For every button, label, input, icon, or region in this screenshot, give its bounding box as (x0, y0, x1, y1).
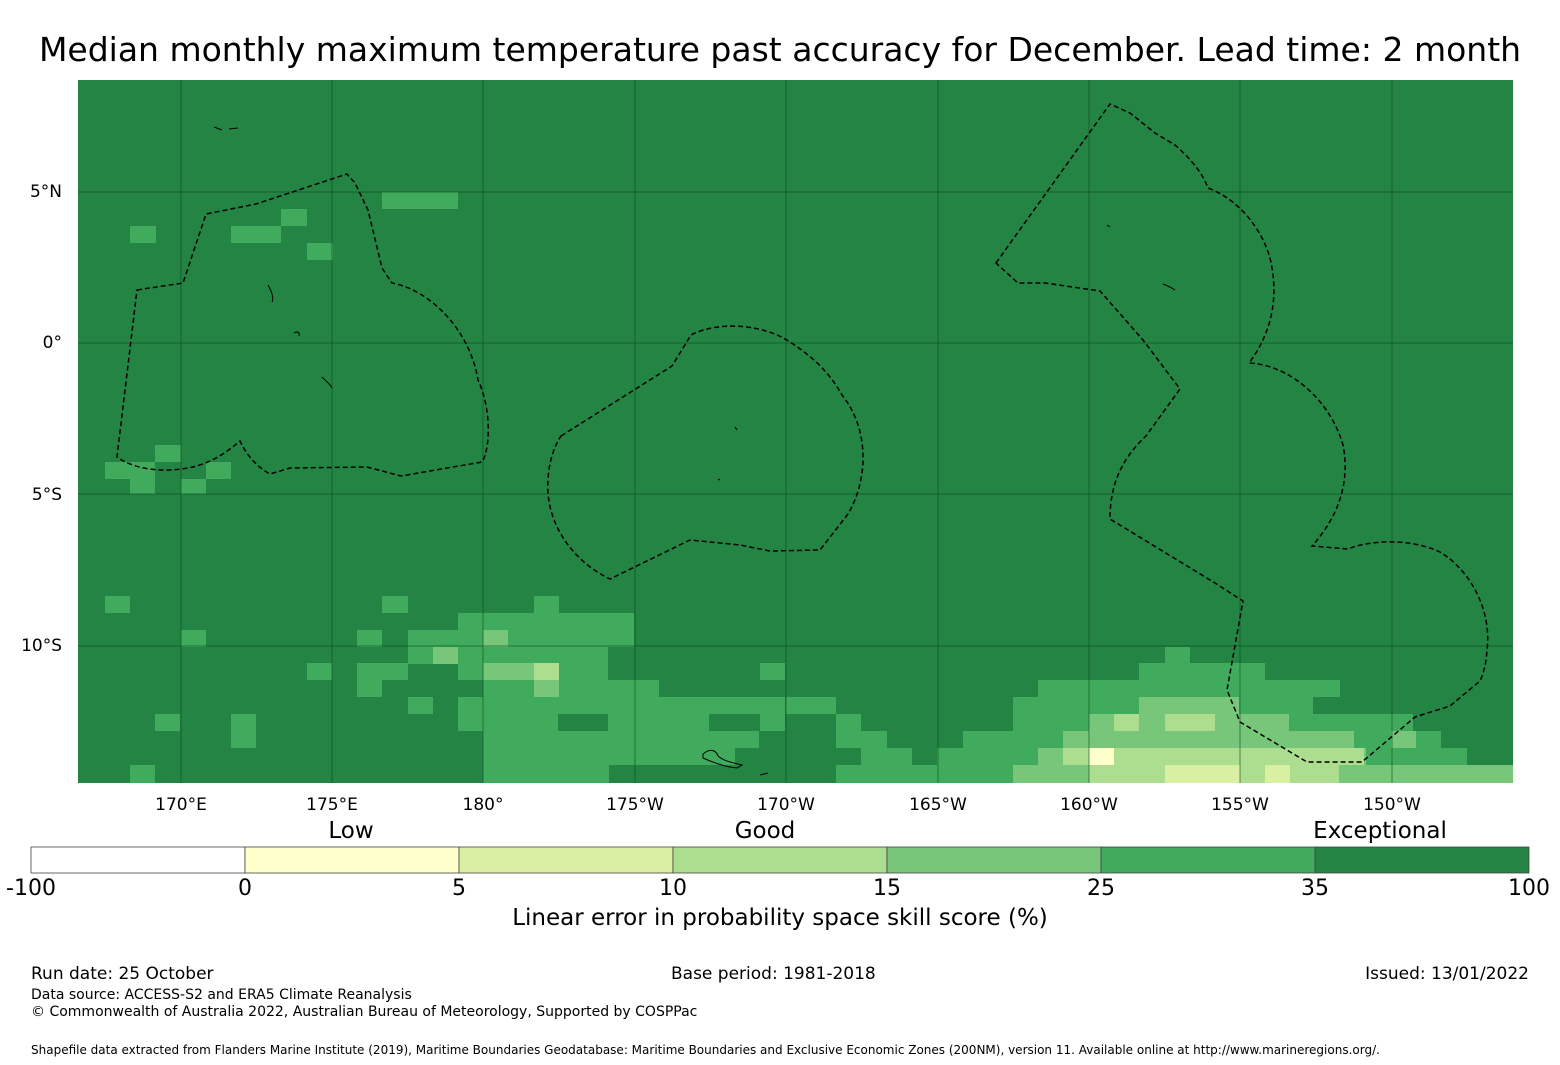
colorbar-segment (672, 846, 888, 874)
lon-label: 180° (463, 795, 504, 815)
colorbar (30, 846, 1530, 874)
eez-boundaries (116, 103, 1489, 763)
lat-label: 5°S (32, 485, 62, 505)
eez-east (995, 103, 1489, 763)
lon-label: 165°W (909, 795, 967, 815)
colorbar-segment (244, 846, 460, 874)
colorbar-tick: 25 (1087, 876, 1115, 901)
copyright: © Commonwealth of Australia 2022, Austra… (31, 1004, 698, 1020)
lat-label: 0° (43, 333, 62, 353)
colorbar-tick: 15 (873, 876, 901, 901)
colorbar-tick: 35 (1301, 876, 1329, 901)
colorbar-category-good: Good (734, 818, 796, 844)
base-period: Base period: 1981-2018 (671, 964, 876, 984)
colorbar-category-exceptional: Exceptional (1313, 818, 1447, 844)
colorbar-tick: 100 (1508, 876, 1550, 901)
eez-west (116, 173, 489, 477)
lon-label: 170°W (757, 795, 815, 815)
lon-label: 150°W (1363, 795, 1421, 815)
colorbar-segment (1100, 846, 1316, 874)
lon-label: 155°W (1211, 795, 1269, 815)
colorbar-tick: 10 (659, 876, 687, 901)
eez-central (547, 325, 864, 580)
shapefile-credit: Shapefile data extracted from Flanders M… (31, 1043, 1380, 1057)
colorbar-segment (458, 846, 674, 874)
lon-label: 175°W (606, 795, 664, 815)
colorbar-tick: -100 (6, 876, 56, 901)
graticule (78, 80, 1513, 783)
colorbar-label: Linear error in probability space skill … (512, 905, 1048, 931)
map-title: Median monthly maximum temperature past … (38, 30, 1522, 69)
map-area (78, 80, 1513, 783)
lon-label: 175°E (306, 795, 358, 815)
longitude-labels: 170°E 175°E 180° 175°W 170°W 165°W 160°W… (155, 795, 1421, 815)
colorbar-segment (886, 846, 1102, 874)
lat-label: 10°S (21, 636, 62, 656)
run-date: Run date: 25 October (31, 964, 214, 984)
colorbar-segment (30, 846, 246, 874)
lon-label: 160°W (1060, 795, 1118, 815)
lon-label: 170°E (155, 795, 207, 815)
colorbar-category-low: Low (328, 818, 374, 844)
colorbar-tick: 0 (238, 876, 252, 901)
colorbar-segment (1314, 846, 1530, 874)
islands (213, 126, 1176, 776)
data-source: Data source: ACCESS-S2 and ERA5 Climate … (31, 987, 412, 1003)
lat-label: 5°N (30, 182, 62, 202)
colorbar-tick: 5 (452, 876, 466, 901)
issued-date: Issued: 13/01/2022 (1365, 964, 1529, 984)
latitude-labels: 5°N 0° 5°S 10°S (21, 182, 62, 656)
skill-patches (105, 192, 1513, 783)
